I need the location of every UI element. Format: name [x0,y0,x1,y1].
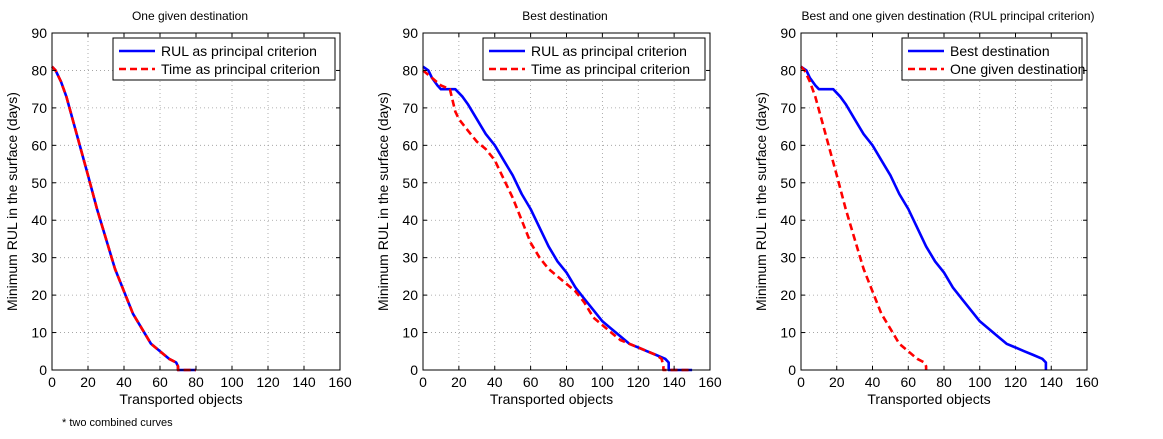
y-tick-label: 20 [780,287,796,303]
y-tick-label: 20 [31,287,47,303]
legend-label-1: RUL as principal criterion [531,43,687,59]
chart-best-destination: 0 20 40 60 80 100 120 140 160 0 10 20 30 40 50 60 70 80 90… [375,9,722,407]
chart-best-and-one-given-destination: 0 20 40 60 80 100 120 140 160 0 10 20 30 40 50 60 70 80 90… [753,9,1099,407]
x-axis-label: Transported objects [490,391,613,407]
y-axis-label: Minimum RUL in the surface (days) [4,92,20,311]
x-tick-label: 120 [256,374,280,390]
y-tick-label: 90 [780,25,796,41]
y-tick-label: 70 [402,100,418,116]
chart-title: Best destination [522,9,607,23]
legend-label-2: Time as principal criterion [161,61,320,77]
series-line-2 [800,65,928,370]
legend-box [482,37,706,81]
x-tick-label: 100 [968,374,992,390]
x-tick-label: 0 [419,374,427,390]
x-tick-label: 20 [80,374,96,390]
chart-title: One given destination [132,9,248,23]
legend-label-1: Best destination [950,43,1050,59]
x-tick-label: 140 [292,374,316,390]
y-axis-label: Minimum RUL in the surface (days) [375,92,391,311]
legend-box [112,37,336,81]
x-tick-label: 40 [865,374,881,390]
chart-one-given-destination: 0 20 40 60 80 100 120 140 160 0 10 20 30 40 50 60 70 80 90… [4,9,352,407]
y-tick-label: 80 [31,62,47,78]
x-tick-label: 140 [662,374,686,390]
y-tick-label: 80 [402,62,418,78]
x-tick-label: 140 [1040,374,1064,390]
y-tick-label: 50 [402,175,418,191]
x-tick-label: 60 [900,374,916,390]
y-tick-label: 30 [780,250,796,266]
x-tick-label: 160 [328,374,352,390]
legend-box [901,37,1083,81]
y-tick-label: 0 [410,362,418,378]
y-tick-label: 80 [780,62,796,78]
y-axis-label: Minimum RUL in the surface (days) [753,92,769,311]
series-line-2 [422,69,693,372]
y-tick-label: 20 [402,287,418,303]
y-tick-label: 70 [31,100,47,116]
x-tick-label: 120 [1004,374,1028,390]
y-tick-label: 10 [402,325,418,341]
x-tick-label: 20 [451,374,467,390]
y-tick-label: 30 [402,250,418,266]
x-tick-label: 0 [797,374,805,390]
y-tick-label: 60 [31,137,47,153]
y-tick-label: 10 [31,325,47,341]
y-tick-label: 90 [31,25,47,41]
y-tick-label: 40 [31,212,47,228]
x-tick-label: 80 [936,374,952,390]
legend-label-1: RUL as principal criterion [161,43,317,59]
y-tick-label: 90 [402,25,418,41]
x-tick-label: 60 [152,374,168,390]
x-tick-label: 80 [559,374,575,390]
x-tick-label: 40 [116,374,132,390]
footnote: * two combined curves [62,417,173,429]
x-tick-label: 160 [1075,374,1099,390]
legend-label-2: Time as principal criterion [531,61,690,77]
y-tick-label: 70 [780,100,796,116]
y-tick-label: 40 [780,212,796,228]
y-tick-label: 60 [402,137,418,153]
x-tick-label: 20 [829,374,845,390]
y-tick-label: 50 [31,175,47,191]
chart-title: Best and one given destination (RUL prin… [801,9,1094,23]
series-line-1 [800,65,1048,370]
series-line-2 [51,65,196,372]
x-tick-label: 0 [48,374,56,390]
x-tick-label: 100 [591,374,615,390]
x-tick-label: 120 [627,374,651,390]
y-tick-label: 60 [780,137,796,153]
y-tick-label: 0 [788,362,796,378]
y-tick-label: 0 [39,362,47,378]
x-tick-label: 100 [220,374,244,390]
y-tick-label: 50 [780,175,796,191]
x-tick-label: 160 [698,374,722,390]
y-tick-label: 40 [402,212,418,228]
x-tick-label: 80 [188,374,204,390]
legend-label-2: One given destination [950,61,1085,77]
y-tick-label: 30 [31,250,47,266]
x-axis-label: Transported objects [867,391,990,407]
x-axis-label: Transported objects [119,391,242,407]
x-tick-label: 40 [487,374,503,390]
x-tick-label: 60 [523,374,539,390]
y-tick-label: 10 [780,325,796,341]
